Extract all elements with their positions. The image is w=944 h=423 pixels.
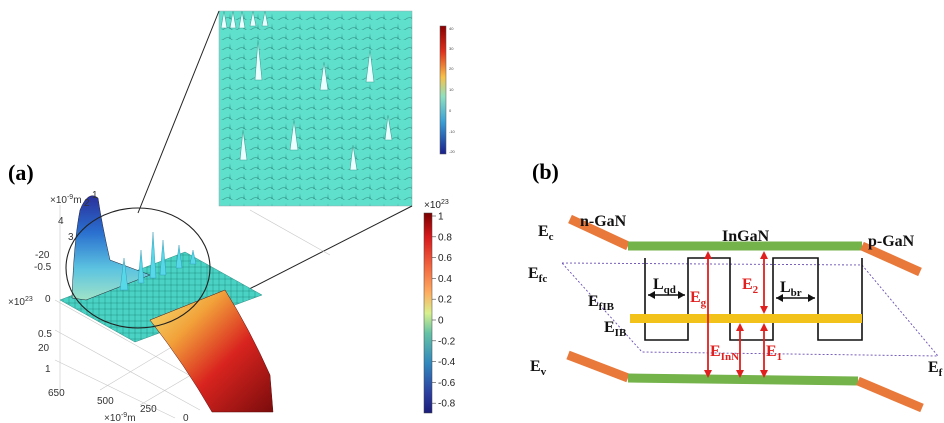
ev-n-gan [566, 350, 630, 383]
z-tick: 1 [92, 190, 98, 201]
label-efib: EfIB [588, 293, 615, 313]
inset-surface [219, 11, 412, 206]
left-tick: -20 [35, 250, 50, 261]
x-tick: 650 [48, 388, 65, 399]
inset-cb-tick: -10 [449, 129, 456, 134]
colorbar-tick-label: -0.8 [438, 399, 456, 410]
ec-n-gan [568, 214, 630, 251]
potential-slope [149, 289, 274, 413]
panel-b-label: (b) [532, 159, 559, 184]
x-tick: 250 [140, 404, 157, 415]
ev-ingan [627, 373, 859, 386]
colorbar-tick-label: 0.6 [438, 253, 452, 264]
label-p-gan: p-GaN [868, 233, 915, 250]
colorbar-tick-label: 1 [438, 212, 444, 223]
colorbar-gradient [423, 212, 433, 414]
z-tick: 2 [84, 198, 90, 209]
left-tick: 0.5 [38, 329, 52, 340]
plot-spikes [119, 231, 197, 291]
y-axis-exp: ×1023 [8, 296, 33, 308]
z-tick: 4 [58, 216, 64, 227]
left-tick: -0.5 [34, 262, 52, 273]
x-tick: 0 [183, 413, 189, 423]
label-eg: Eg [690, 289, 707, 309]
colorbar-tick-label: -0.4 [438, 357, 456, 368]
left-tick: 1 [45, 364, 51, 375]
label-ingan: InGaN [722, 228, 770, 245]
colorbar-tick-label: -0.2 [438, 336, 456, 347]
inset-cb-tick: 40 [449, 26, 454, 31]
label-ev: Ev [530, 358, 547, 378]
ec-p-gan [860, 241, 922, 277]
x-tick: 500 [97, 396, 114, 407]
zoom-inset: 40 30 20 10 0 -10 -20 [218, 10, 456, 207]
left-tick: 20 [38, 343, 50, 354]
label-efc: Efc [528, 265, 547, 285]
label-e2: E2 [742, 276, 759, 296]
label-ef: Ef [928, 359, 943, 379]
inset-cb-tick: 20 [449, 66, 454, 71]
intermediate-band [630, 314, 862, 323]
z-axis-exp: ×10-9m [50, 194, 82, 206]
inset-cb-tick: 10 [449, 87, 454, 92]
x-axis-exp: ×10-9m [104, 412, 136, 423]
label-lbr: Lbr [780, 279, 802, 299]
colorbar-exp: ×1023 [424, 199, 449, 211]
energy-arrows [707, 256, 765, 373]
qd-wells [644, 257, 863, 341]
label-einn: EInN [710, 343, 739, 363]
colorbar-tick-label: 0 [438, 316, 444, 327]
label-eib: EIB [604, 319, 627, 339]
label-ec: Ec [538, 223, 554, 243]
label-lqd: Lqd [653, 276, 676, 296]
panel-a-label: (a) [8, 160, 34, 185]
zoom-circle [65, 207, 211, 329]
colorbar: ×1023 1 0.8 0.6 0.4 0.2 0 -0.2 -0.4 -0.6 -0.8 [423, 199, 456, 414]
inset-spikes [220, 10, 393, 171]
zoom-line-left [137, 10, 220, 214]
label-n-gan: n-GaN [580, 213, 627, 230]
panel-b: (b) E [528, 159, 943, 413]
label-e1: E1 [766, 343, 782, 363]
inset-cb-tick: 0 [449, 108, 452, 113]
fermi-levels [560, 262, 939, 357]
colorbar-tick-label: 0.4 [438, 274, 452, 285]
left-tick: 0 [45, 294, 51, 305]
z-tick: 3 [68, 232, 74, 243]
inset-colorbar [439, 25, 447, 155]
mesh-plane [59, 251, 263, 343]
inset-cb-tick: -20 [449, 149, 456, 154]
colorbar-tick-label: 0.8 [438, 232, 452, 243]
inset-cb-tick: 30 [449, 46, 454, 51]
colorbar-tick-label: -0.6 [438, 378, 456, 389]
panel-a: (a) 40 30 20 10 0 -10 -20 [8, 10, 456, 423]
ev-p-gan [856, 376, 924, 413]
colorbar-tick-label: 0.2 [438, 295, 452, 306]
